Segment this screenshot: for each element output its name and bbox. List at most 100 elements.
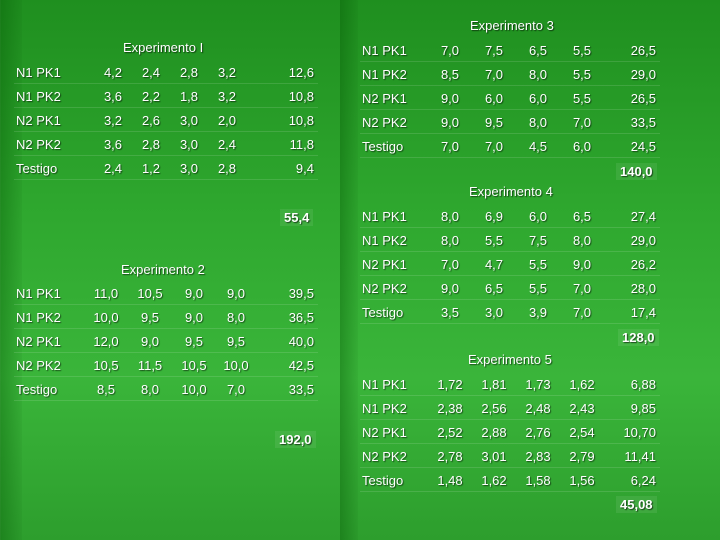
replicate-value: 10,0 xyxy=(84,305,128,329)
replicate-value: 8,0 xyxy=(428,204,472,228)
replicate-value: 8,5 xyxy=(84,377,128,401)
row-total: 29,0 xyxy=(604,62,660,86)
replicate-value: 2,8 xyxy=(170,60,208,84)
treatment-label: N2 PK1 xyxy=(360,420,428,444)
replicate-value: 9,0 xyxy=(172,305,216,329)
row-total: 33,5 xyxy=(604,110,660,134)
replicate-value: 9,0 xyxy=(172,281,216,305)
table-row: N1 PK1 1,72 1,81 1,73 1,62 6,88 xyxy=(360,372,660,396)
table-row: N1 PK2 10,0 9,5 9,0 8,0 36,5 xyxy=(14,305,318,329)
treatment-label: N1 PK1 xyxy=(14,281,84,305)
replicate-value: 6,5 xyxy=(560,204,604,228)
treatment-label: N2 PK1 xyxy=(14,329,84,353)
table-row: N2 PK1 7,0 4,7 5,5 9,0 26,2 xyxy=(360,252,660,276)
treatment-label: N1 PK1 xyxy=(14,60,94,84)
treatment-label: N1 PK1 xyxy=(360,372,428,396)
row-total: 10,8 xyxy=(246,84,318,108)
replicate-value: 11,0 xyxy=(84,281,128,305)
treatment-label: Testigo xyxy=(14,377,84,401)
table-row: N2 PK1 9,0 6,0 6,0 5,5 26,5 xyxy=(360,86,660,110)
replicate-value: 6,0 xyxy=(472,86,516,110)
replicate-value: 9,0 xyxy=(428,86,472,110)
table-row: N2 PK2 10,5 11,5 10,5 10,0 42,5 xyxy=(14,353,318,377)
row-total: 12,6 xyxy=(246,60,318,84)
row-total: 29,0 xyxy=(604,228,660,252)
table-row: N1 PK2 8,0 5,5 7,5 8,0 29,0 xyxy=(360,228,660,252)
replicate-value: 6,5 xyxy=(516,38,560,62)
experiment-5-table: N1 PK1 1,72 1,81 1,73 1,62 6,88 N1 PK2 2,38 2,56… xyxy=(360,372,660,492)
replicate-value: 7,0 xyxy=(560,300,604,324)
replicate-value: 2,78 xyxy=(428,444,472,468)
experiment-3-table: N1 PK1 7,0 7,5 6,5 5,5 26,5 N1 PK2 8,5 7,0 8,0 5,5… xyxy=(360,38,660,158)
table-row: N1 PK2 2,38 2,56 2,48 2,43 9,85 xyxy=(360,396,660,420)
table-row: N2 PK2 2,78 3,01 2,83 2,79 11,41 xyxy=(360,444,660,468)
treatment-label: N1 PK1 xyxy=(360,38,428,62)
replicate-value: 4,5 xyxy=(516,134,560,158)
replicate-value: 12,0 xyxy=(84,329,128,353)
table-row: N1 PK1 11,0 10,5 9,0 9,0 39,5 xyxy=(14,281,318,305)
replicate-value: 7,0 xyxy=(560,276,604,300)
replicate-value: 9,5 xyxy=(128,305,172,329)
replicate-value: 2,43 xyxy=(560,396,604,420)
replicate-value: 3,2 xyxy=(94,108,132,132)
treatment-label: N2 PK1 xyxy=(360,86,428,110)
experiment-3-title: Experimento 3 xyxy=(470,18,554,33)
replicate-value: 5,5 xyxy=(560,62,604,86)
replicate-value: 7,0 xyxy=(560,110,604,134)
row-total: 36,5 xyxy=(256,305,318,329)
replicate-value: 2,0 xyxy=(208,108,246,132)
replicate-value: 8,0 xyxy=(516,110,560,134)
replicate-value: 8,0 xyxy=(516,62,560,86)
replicate-value: 10,5 xyxy=(84,353,128,377)
replicate-value: 2,48 xyxy=(516,396,560,420)
experiment-1-table: N1 PK1 4,2 2,4 2,8 3,2 12,6 N1 PK2 3,6 2,2 1,8 3,2… xyxy=(14,60,318,180)
replicate-value: 2,79 xyxy=(560,444,604,468)
replicate-value: 3,6 xyxy=(94,84,132,108)
replicate-value: 3,9 xyxy=(516,300,560,324)
table-row: N1 PK2 8,5 7,0 8,0 5,5 29,0 xyxy=(360,62,660,86)
experiment-5-grand-total: 45,08 xyxy=(616,496,657,513)
replicate-value: 8,0 xyxy=(128,377,172,401)
experiment-5-title: Experimento 5 xyxy=(468,352,552,367)
replicate-value: 2,88 xyxy=(472,420,516,444)
row-total: 10,70 xyxy=(604,420,660,444)
replicate-value: 7,0 xyxy=(216,377,256,401)
replicate-value: 3,5 xyxy=(428,300,472,324)
table-row: Testigo 2,4 1,2 3,0 2,8 9,4 xyxy=(14,156,318,180)
replicate-value: 7,0 xyxy=(428,134,472,158)
replicate-value: 7,0 xyxy=(428,38,472,62)
treatment-label: Testigo xyxy=(360,134,428,158)
replicate-value: 2,56 xyxy=(472,396,516,420)
replicate-value: 3,0 xyxy=(170,108,208,132)
replicate-value: 3,0 xyxy=(472,300,516,324)
treatment-label: N1 PK2 xyxy=(360,62,428,86)
replicate-value: 6,0 xyxy=(560,134,604,158)
treatment-label: N2 PK1 xyxy=(14,108,94,132)
experiment-1-grand-total: 55,4 xyxy=(280,209,314,226)
table-row: N1 PK1 4,2 2,4 2,8 3,2 12,6 xyxy=(14,60,318,84)
table-row: N1 PK1 8,0 6,9 6,0 6,5 27,4 xyxy=(360,204,660,228)
replicate-value: 1,73 xyxy=(516,372,560,396)
table-row: Testigo 3,5 3,0 3,9 7,0 17,4 xyxy=(360,300,660,324)
replicate-value: 1,56 xyxy=(560,468,604,492)
replicate-value: 3,01 xyxy=(472,444,516,468)
replicate-value: 4,7 xyxy=(472,252,516,276)
row-total: 6,88 xyxy=(604,372,660,396)
row-total: 26,5 xyxy=(604,86,660,110)
replicate-value: 10,0 xyxy=(216,353,256,377)
replicate-value: 1,48 xyxy=(428,468,472,492)
replicate-value: 9,0 xyxy=(560,252,604,276)
row-total: 42,5 xyxy=(256,353,318,377)
row-total: 9,85 xyxy=(604,396,660,420)
treatment-label: Testigo xyxy=(360,300,428,324)
treatment-label: N1 PK1 xyxy=(360,204,428,228)
treatment-label: N1 PK2 xyxy=(14,84,94,108)
row-total: 9,4 xyxy=(246,156,318,180)
replicate-value: 2,6 xyxy=(132,108,170,132)
table-row: N1 PK2 3,6 2,2 1,8 3,2 10,8 xyxy=(14,84,318,108)
row-total: 40,0 xyxy=(256,329,318,353)
replicate-value: 7,0 xyxy=(472,62,516,86)
row-total: 26,2 xyxy=(604,252,660,276)
treatment-label: N2 PK2 xyxy=(360,276,428,300)
table-row: N2 PK1 3,2 2,6 3,0 2,0 10,8 xyxy=(14,108,318,132)
